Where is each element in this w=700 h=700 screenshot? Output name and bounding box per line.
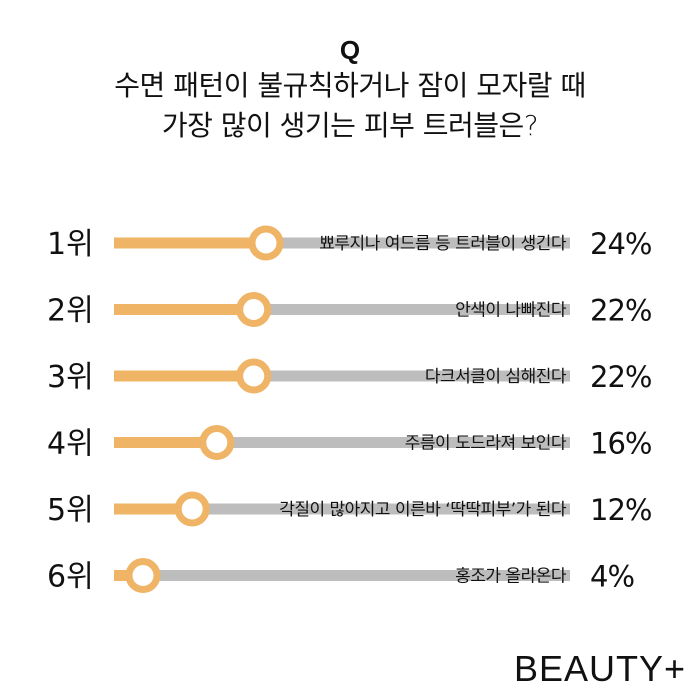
bar-fill (114, 304, 254, 315)
question-header: Q 수면 패턴이 불규칙하거나 잠이 모자랄 때 가장 많이 생기는 피부 트러… (0, 34, 700, 146)
bar-fill (114, 503, 193, 515)
bar-track (114, 237, 570, 249)
bar-track (114, 570, 570, 581)
question-line-1: 수면 패턴이 불규칙하거나 잠이 모자랄 때 (114, 69, 586, 102)
bar-fill (114, 437, 217, 448)
item-label: 각질이 많아지고 이른바 ‘딱딱피부’가 된다 (279, 500, 567, 520)
value-label: 22% (590, 360, 651, 394)
item-label: 홍조가 올라온다 (455, 567, 567, 587)
item-label: 안색이 나빠진다 (455, 301, 567, 321)
bar-knob (248, 225, 284, 261)
bar-knob (125, 558, 161, 593)
bar-fill (114, 237, 266, 249)
bar-knob (236, 358, 272, 394)
rank-label: 2위 (47, 294, 94, 329)
value-label: 22% (590, 294, 651, 328)
bar-knob (174, 491, 210, 527)
value-label: 4% (590, 560, 634, 594)
bar-knob (199, 425, 235, 460)
rank-label: 6위 (47, 560, 94, 595)
item-label: 뾰루지나 여드름 등 트러블이 생긴다 (319, 234, 567, 254)
bar-track (114, 370, 570, 382)
value-label: 24% (590, 227, 651, 261)
rank-label: 4위 (47, 427, 94, 462)
value-label: 12% (590, 493, 651, 527)
item-label: 주름이 도드라져 보인다 (405, 434, 567, 454)
rank-label: 5위 (47, 493, 94, 528)
rank-label: 3위 (47, 360, 94, 395)
bar-track (114, 437, 570, 448)
bar-track (114, 503, 570, 515)
item-label: 다크서클이 심해진다 (425, 367, 567, 387)
question-mark: Q (339, 35, 361, 65)
value-label: 16% (590, 427, 651, 461)
bar-knob (236, 292, 272, 327)
question-line-2: 가장 많이 생기는 피부 트러블은? (161, 109, 539, 142)
bar-track (114, 304, 570, 315)
bar-fill (114, 370, 254, 382)
rank-label: 1위 (47, 227, 94, 262)
brand-logo: BEAUTY+ (513, 648, 686, 689)
